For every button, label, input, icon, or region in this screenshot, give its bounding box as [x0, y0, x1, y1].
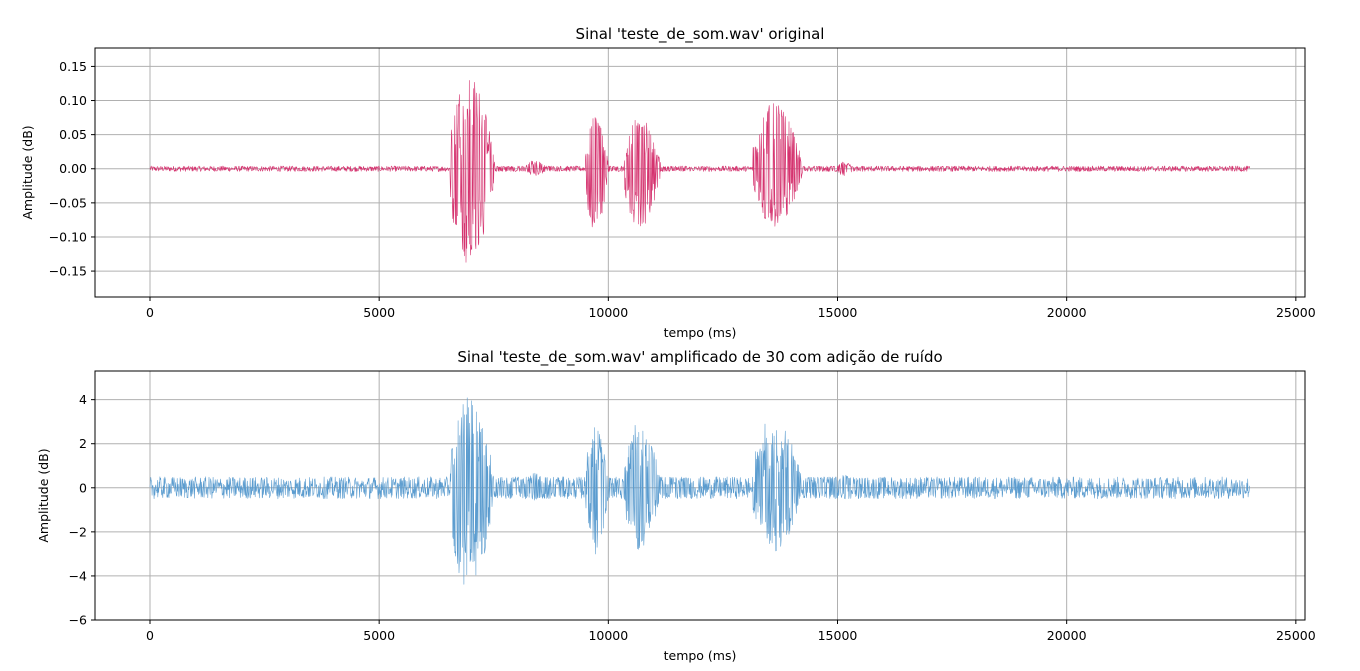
y-tick-label: 0: [79, 480, 87, 495]
chart-title: Sinal 'teste_de_som.wav' original: [576, 25, 825, 44]
x-tick-label: 0: [146, 628, 154, 643]
x-tick-label: 10000: [588, 305, 628, 320]
y-tick-label: 4: [79, 392, 87, 407]
y-tick-label: −4: [69, 568, 87, 583]
x-tick-label: 5000: [363, 305, 395, 320]
chart-original: 0 5000 10000 15000 20000 25000 0.15 0.10 0.05 0.0…: [20, 25, 1316, 340]
x-tick-label: 20000: [1047, 628, 1087, 643]
x-tick-label: 25000: [1276, 628, 1316, 643]
signal-series-line: [149, 397, 1250, 585]
x-tick-label: 5000: [363, 628, 395, 643]
x-axis-label: tempo (ms): [664, 648, 737, 663]
x-tick-label: 25000: [1276, 305, 1316, 320]
y-tick-label: 0.15: [59, 59, 87, 74]
y-axis-label: Amplitude (dB): [20, 125, 35, 219]
y-tick-label: −0.05: [49, 195, 87, 210]
x-tick-label: 20000: [1047, 305, 1087, 320]
x-tick-label: 15000: [818, 628, 858, 643]
y-tick-label: −0.15: [49, 264, 87, 279]
y-tick-label: −2: [69, 524, 87, 539]
y-tick-label: 2: [79, 436, 87, 451]
y-tick-label: 0.00: [59, 161, 87, 176]
y-tick-label: −6: [69, 613, 87, 628]
plot-frame: [94, 47, 1306, 298]
x-tick-label: 10000: [588, 628, 628, 643]
y-tick-label: −0.10: [49, 229, 87, 244]
x-axis-label: tempo (ms): [664, 325, 737, 340]
x-tick-label: 0: [146, 305, 154, 320]
chart-title: Sinal 'teste_de_som.wav' amplificado de …: [457, 348, 942, 367]
y-axis-label: Amplitude (dB): [36, 448, 51, 542]
x-tick-label: 15000: [818, 305, 858, 320]
chart-amplified-noise: 0 5000 10000 15000 20000 25000 4 2 0 −2 −4 −6 Sinal …: [36, 348, 1316, 663]
y-tick-label: 0.05: [59, 127, 87, 142]
signal-series-line: [149, 80, 1250, 263]
y-tick-label: 0.10: [59, 93, 87, 108]
plot-frame: [94, 370, 1306, 621]
